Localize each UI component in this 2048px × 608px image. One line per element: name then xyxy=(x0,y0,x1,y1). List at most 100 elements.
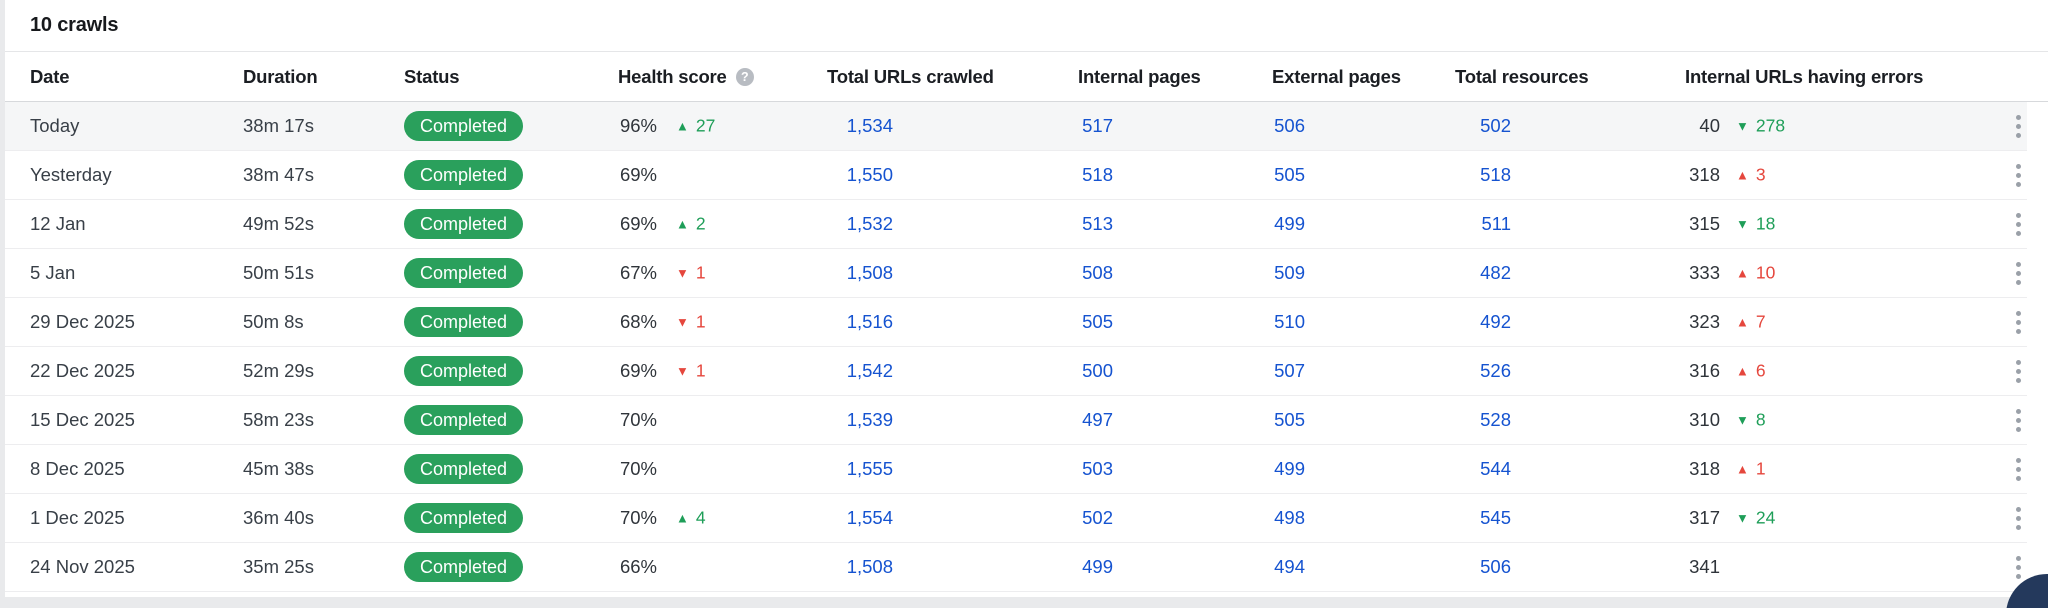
column-header-health-score: Health score ? xyxy=(618,66,754,88)
row-menu-button[interactable] xyxy=(2001,256,2035,290)
total-resources-link[interactable]: 492 xyxy=(1480,311,1511,332)
total-resources-link[interactable]: 526 xyxy=(1480,360,1511,381)
trend-arrow-icon: ▲ xyxy=(676,118,689,134)
status-cell: Completed xyxy=(404,356,524,386)
crawl-duration: 50m 51s xyxy=(243,262,314,283)
table-row[interactable]: 5 Jan 50m 51s Completed 67% ▼ 1 1,508 50… xyxy=(5,249,2027,298)
table-row[interactable]: 1 Dec 2025 36m 40s Completed 70% ▲ 4 1,5… xyxy=(5,494,2027,543)
external-pages-link[interactable]: 498 xyxy=(1274,507,1305,528)
crawl-date: Today xyxy=(30,115,80,136)
trend-arrow-icon: ▼ xyxy=(1736,216,1749,232)
internal-pages-link[interactable]: 518 xyxy=(1082,164,1113,185)
external-pages-link[interactable]: 499 xyxy=(1274,213,1305,234)
total-resources-link[interactable]: 518 xyxy=(1480,164,1511,185)
health-score-delta: ▲ 2 xyxy=(676,214,706,235)
errors-count: 333 xyxy=(1689,262,1720,283)
total-resources-link[interactable]: 544 xyxy=(1480,458,1511,479)
errors-delta: ▲ 3 xyxy=(1736,165,1766,186)
external-pages-link[interactable]: 510 xyxy=(1274,311,1305,332)
table-row[interactable]: 22 Dec 2025 52m 29s Completed 69% ▼ 1 1,… xyxy=(5,347,2027,396)
internal-pages-link[interactable]: 508 xyxy=(1082,262,1113,283)
total-urls-crawled-link[interactable]: 1,508 xyxy=(846,556,893,577)
errors-count: 341 xyxy=(1689,556,1720,577)
total-urls-crawled-link[interactable]: 1,542 xyxy=(846,360,893,381)
crawl-history-card: 10 crawls Date Duration Status Health sc… xyxy=(5,0,2048,597)
total-urls-crawled-link[interactable]: 1,534 xyxy=(846,115,893,136)
trend-arrow-icon: ▲ xyxy=(676,510,689,526)
internal-pages-link[interactable]: 513 xyxy=(1082,213,1113,234)
trend-arrow-icon: ▲ xyxy=(1736,265,1749,281)
external-pages-link[interactable]: 507 xyxy=(1274,360,1305,381)
total-resources-link[interactable]: 502 xyxy=(1480,115,1511,136)
internal-pages-link[interactable]: 502 xyxy=(1082,507,1113,528)
crawl-date: Yesterday xyxy=(30,164,112,185)
health-score-delta: ▲ 27 xyxy=(676,116,715,137)
total-resources-link[interactable]: 545 xyxy=(1480,507,1511,528)
internal-pages-link[interactable]: 500 xyxy=(1082,360,1113,381)
trend-arrow-icon: ▲ xyxy=(1736,461,1749,477)
errors-count: 40 xyxy=(1699,115,1720,136)
external-pages-link[interactable]: 499 xyxy=(1274,458,1305,479)
table-row[interactable]: 24 Nov 2025 35m 25s Completed 66% 1,508 … xyxy=(5,543,2027,592)
help-icon[interactable]: ? xyxy=(735,67,754,86)
table-row[interactable]: 8 Dec 2025 45m 38s Completed 70% 1,555 5… xyxy=(5,445,2027,494)
status-cell: Completed xyxy=(404,503,524,533)
row-menu-button[interactable] xyxy=(2001,109,2035,143)
total-resources-link[interactable]: 528 xyxy=(1480,409,1511,430)
status-badge: Completed xyxy=(404,454,524,484)
total-urls-crawled-link[interactable]: 1,516 xyxy=(846,311,893,332)
total-resources-link[interactable]: 506 xyxy=(1480,556,1511,577)
row-menu-button[interactable] xyxy=(2001,403,2035,437)
row-menu-button[interactable] xyxy=(2001,207,2035,241)
table-row[interactable]: Today 38m 17s Completed 96% ▲ 27 1,534 5… xyxy=(5,102,2027,151)
delta-value: 24 xyxy=(1755,507,1776,528)
total-resources-link[interactable]: 482 xyxy=(1480,262,1511,283)
total-urls-crawled-link[interactable]: 1,550 xyxy=(846,164,893,185)
internal-pages-link[interactable]: 497 xyxy=(1082,409,1113,430)
total-resources-link[interactable]: 511 xyxy=(1481,213,1512,234)
external-pages-link[interactable]: 506 xyxy=(1274,115,1305,136)
errors-count: 310 xyxy=(1689,409,1720,430)
row-menu-button[interactable] xyxy=(2001,550,2035,584)
trend-arrow-icon: ▲ xyxy=(676,216,689,232)
table-row[interactable]: 29 Dec 2025 50m 8s Completed 68% ▼ 1 1,5… xyxy=(5,298,2027,347)
status-cell: Completed xyxy=(404,111,524,141)
trend-arrow-icon: ▼ xyxy=(1736,412,1749,428)
delta-value: 1 xyxy=(1755,458,1766,479)
status-badge: Completed xyxy=(404,209,524,239)
internal-pages-link[interactable]: 499 xyxy=(1082,556,1113,577)
external-pages-link[interactable]: 509 xyxy=(1274,262,1305,283)
total-urls-crawled-link[interactable]: 1,532 xyxy=(846,213,893,234)
trend-arrow-icon: ▲ xyxy=(1736,363,1749,379)
total-urls-crawled-link[interactable]: 1,508 xyxy=(846,262,893,283)
internal-pages-link[interactable]: 517 xyxy=(1082,115,1113,136)
internal-pages-link[interactable]: 505 xyxy=(1082,311,1113,332)
external-pages-link[interactable]: 494 xyxy=(1274,556,1305,577)
total-urls-crawled-link[interactable]: 1,554 xyxy=(846,507,893,528)
page-background-strip xyxy=(0,597,2048,608)
table-row[interactable]: Yesterday 38m 47s Completed 69% 1,550 51… xyxy=(5,151,2027,200)
errors-delta: ▼ 18 xyxy=(1736,214,1775,235)
total-urls-crawled-link[interactable]: 1,555 xyxy=(846,458,893,479)
crawl-date: 5 Jan xyxy=(30,262,76,283)
internal-pages-link[interactable]: 503 xyxy=(1082,458,1113,479)
row-menu-button[interactable] xyxy=(2001,305,2035,339)
table-row[interactable]: 12 Jan 49m 52s Completed 69% ▲ 2 1,532 5… xyxy=(5,200,2027,249)
crawl-date: 24 Nov 2025 xyxy=(30,556,135,577)
trend-arrow-icon: ▼ xyxy=(676,265,689,281)
external-pages-link[interactable]: 505 xyxy=(1274,409,1305,430)
crawl-duration: 45m 38s xyxy=(243,458,314,479)
status-cell: Completed xyxy=(404,552,524,582)
health-score-value: 70% xyxy=(619,507,657,528)
trend-arrow-icon: ▼ xyxy=(1736,118,1749,134)
external-pages-link[interactable]: 505 xyxy=(1274,164,1305,185)
row-menu-button[interactable] xyxy=(2001,158,2035,192)
row-menu-button[interactable] xyxy=(2001,452,2035,486)
table-row[interactable]: 15 Dec 2025 58m 23s Completed 70% 1,539 … xyxy=(5,396,2027,445)
health-score-value: 67% xyxy=(619,262,657,283)
crawl-duration: 38m 17s xyxy=(243,115,314,136)
row-menu-button[interactable] xyxy=(2001,354,2035,388)
status-badge: Completed xyxy=(404,111,524,141)
total-urls-crawled-link[interactable]: 1,539 xyxy=(846,409,893,430)
row-menu-button[interactable] xyxy=(2001,501,2035,535)
